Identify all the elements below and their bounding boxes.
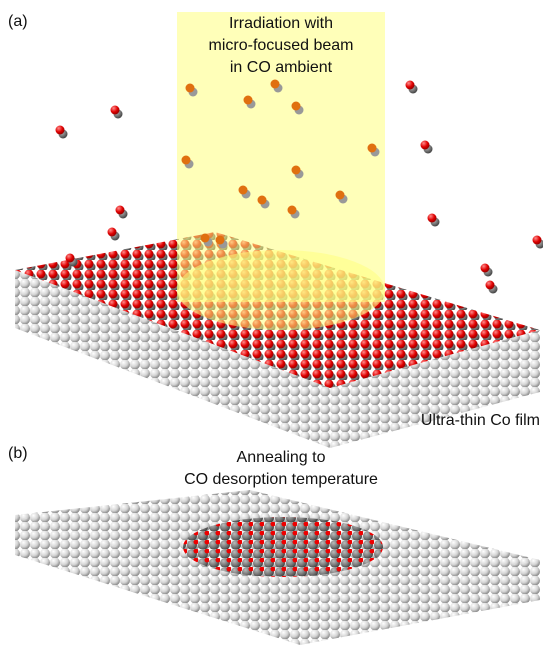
beam-label: Irradiation with [229,15,333,32]
co-atom [116,206,125,215]
co-atom [201,234,210,243]
co-atom [56,126,65,135]
co-atom [111,106,120,115]
anneal-label: CO desorption temperature [184,471,378,488]
co-atom [108,228,117,237]
slab-b [15,490,540,645]
co-atom [368,144,377,153]
co-atom [239,186,248,195]
panel-label: (b) [8,445,28,462]
figure: (a) Irradiation with micro-focused beam … [0,0,543,651]
co-atom [216,236,225,245]
co-atom [66,254,75,263]
co-atom [421,141,430,150]
co-atom [481,264,490,273]
co-atom [533,236,542,245]
co-atom [486,281,495,290]
co-atom [428,214,437,223]
beam-label: in CO ambient [230,59,333,76]
film-label: Ultra-thin Co film [421,412,540,429]
panel-label: (a) [8,13,28,30]
anneal-label: Annealing to [237,449,326,466]
co-atom [292,166,301,175]
co-atom [288,206,297,215]
beam-label: micro-focused beam [209,37,354,54]
co-atom [336,191,345,200]
beam-spot [177,250,385,330]
modified-region [183,517,383,577]
co-atom [406,81,415,90]
co-atom [186,84,195,93]
co-atom [271,80,280,89]
co-atom [292,102,301,111]
co-atom [258,196,267,205]
co-atom [244,96,253,105]
co-atom [182,156,191,165]
